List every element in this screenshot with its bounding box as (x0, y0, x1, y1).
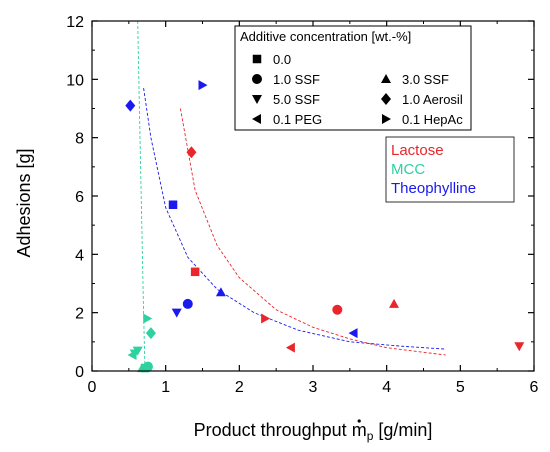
y-tick-label: 6 (75, 189, 84, 206)
x-tick-label: 1 (161, 379, 170, 396)
y-tick-label: 4 (75, 247, 84, 264)
legend-marker-square (252, 54, 262, 64)
x-axis-label: Product throughput mp [g/min] (194, 420, 433, 443)
data-point-theophylline-diamond (125, 99, 136, 112)
legend-marker-triangle-left (252, 114, 261, 124)
data-point-mcc-triangle-down (132, 346, 143, 356)
data-point-mcc-triangle-up (137, 363, 148, 373)
legend-label: 1.0 Aerosil (402, 92, 463, 107)
y-tick-label: 10 (66, 72, 84, 89)
data-point-mcc-triangle-left (127, 349, 137, 360)
x-axis-label-main: Product throughput (194, 420, 352, 440)
material-legend: Lactose MCC Theophylline (385, 136, 515, 203)
y-tick-label: 8 (75, 131, 84, 148)
legend-marker-triangle-up (381, 74, 391, 83)
data-point-lactose-square (190, 267, 200, 277)
y-axis-label: Adhesions [g] (14, 148, 34, 257)
data-point-lactose-diamond (186, 146, 197, 159)
legend-label: 0.1 PEG (273, 112, 322, 127)
x-axis-label-unit: [g/min] (373, 420, 432, 440)
data-point-theophylline-circle (182, 298, 193, 309)
x-tick-label: 4 (382, 379, 391, 396)
legend-marker-triangle-right (382, 114, 391, 124)
y-tick-label: 0 (75, 364, 84, 381)
data-point-mcc-circle (142, 361, 153, 372)
legend-marker-diamond (381, 93, 391, 105)
data-point-lactose-triangle-up (389, 298, 400, 308)
data-point-theophylline-square (168, 200, 178, 209)
x-axis-label-subscript: p (367, 429, 374, 443)
data-point-mcc-triangle-right (143, 313, 153, 324)
material-legend-label: MCC (391, 161, 425, 178)
y-tick-label: 12 (66, 14, 84, 31)
material-legend-label: Theophylline (391, 180, 476, 197)
y-tick-label: 2 (75, 306, 84, 323)
x-tick-label: 2 (235, 379, 244, 396)
data-point-theophylline-triangle-up (215, 287, 226, 297)
legend-label: 0.1 HepAc (402, 112, 463, 127)
legend-marker-triangle-down (252, 95, 262, 104)
legend: Additive concentration [wt.-%] 0.0 1.0 SS… (234, 25, 472, 131)
legend-label: 5.0 SSF (273, 92, 320, 107)
legend-marker-circle (252, 74, 262, 84)
overdot (357, 419, 361, 423)
data-point-mcc-diamond (145, 327, 156, 340)
material-legend-label: Lactose (391, 142, 444, 159)
data-point-lactose-triangle-down (514, 342, 525, 352)
fit-curve-1 (179, 108, 446, 356)
material-legend-box (385, 136, 515, 203)
legend-title: Additive concentration [wt.-%] (240, 29, 411, 44)
data-point-theophylline-triangle-down (171, 308, 182, 318)
x-tick-label: 5 (456, 379, 465, 396)
x-axis-label-symbol: m (352, 420, 367, 440)
data-point-lactose-triangle-left (285, 342, 295, 353)
data-point-lactose-circle (332, 304, 343, 315)
data-point-theophylline-triangle-right (198, 80, 208, 91)
data-point-theophylline-triangle-left (348, 328, 358, 339)
x-tick-label: 3 (309, 379, 318, 396)
legend-box (234, 25, 472, 131)
x-tick-label: 0 (88, 379, 97, 396)
legend-label: 0.0 (273, 52, 291, 67)
data-points (125, 80, 525, 373)
legend-label: 3.0 SSF (402, 72, 449, 87)
fit-curve-2 (143, 88, 446, 350)
x-tick-label: 6 (530, 379, 539, 396)
legend-label: 1.0 SSF (273, 72, 320, 87)
data-point-lactose-triangle-right (261, 313, 271, 324)
